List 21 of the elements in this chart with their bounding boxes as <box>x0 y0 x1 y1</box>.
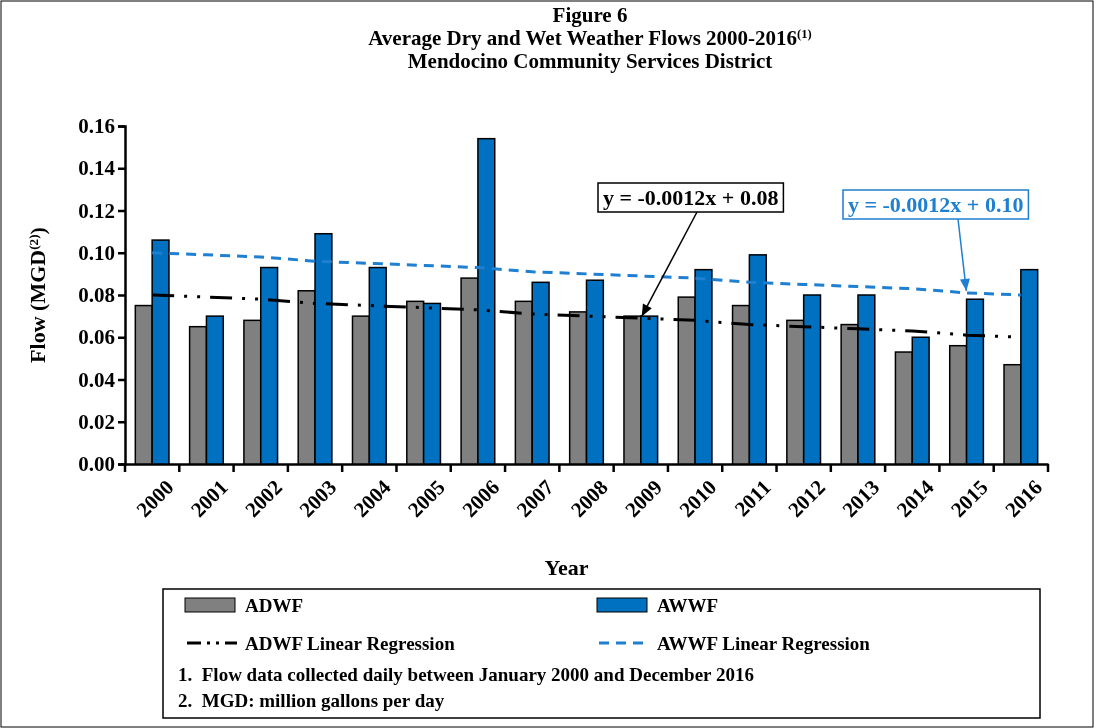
text: Average Dry and Wet Weather Flows 2000-2016$^{(1)}$ Mendocino Community Services District <box>368 26 812 73</box>
chart-title: Figure 6 <box>552 3 628 27</box>
y-tick-label: 0.12 <box>78 198 115 223</box>
annotation: y = -0.0012x + 0.08 <box>603 185 779 210</box>
text: 1. Flow data collected daily between January 2000 and December 2016 <box>178 664 754 685</box>
y-tick-label: 0.04 <box>78 367 116 392</box>
legend-label: AWWF <box>657 595 719 616</box>
y-tick-label: 0.10 <box>78 240 115 265</box>
y-tick-label: 0.14 <box>78 156 116 181</box>
text: 2. MGD: million gallons per day <box>178 690 445 711</box>
line-series <box>150 251 1023 297</box>
y-tick-label: 0.00 <box>78 452 115 477</box>
legend-label: AWWF Linear Regression <box>657 633 871 654</box>
annotation: y = -0.0012x + 0.10 <box>848 192 1024 217</box>
legend-label: ADWF <box>245 595 304 616</box>
y-tick-label: 0.06 <box>78 325 115 350</box>
y-tick-label: 0.16 <box>78 114 115 139</box>
legend-label: ADWF Linear Regression <box>245 633 456 654</box>
y-tick-label: 0.02 <box>78 409 115 434</box>
x-axis-title: Year <box>544 555 589 580</box>
y-tick-label: 0.08 <box>78 283 115 308</box>
